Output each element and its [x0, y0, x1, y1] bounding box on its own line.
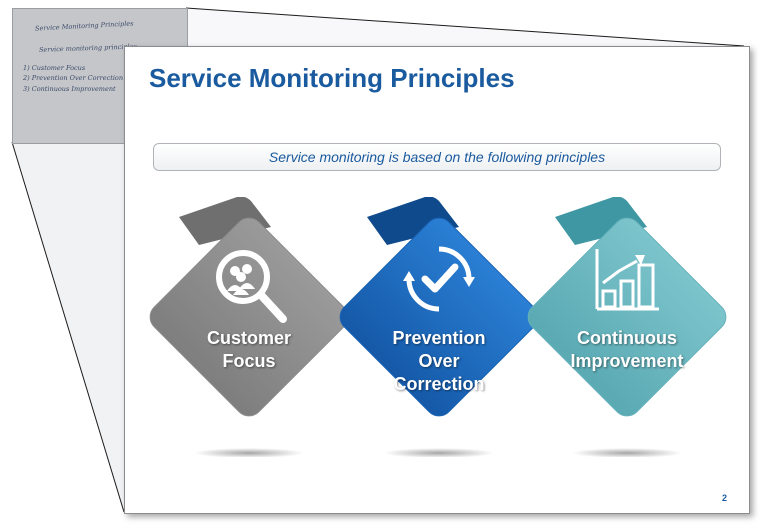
principle-label-prevention-over-correction: Prevention Over Correction	[349, 327, 529, 396]
slide: Service Monitoring Principles Service mo…	[124, 46, 750, 514]
blue-diamond-shape	[339, 197, 539, 457]
grey-diamond-shape	[149, 197, 349, 457]
label-line: Improvement	[570, 351, 684, 371]
note-line: 1) Customer Focus	[23, 64, 86, 72]
note-line: 2) Prevention Over Correction	[23, 74, 124, 82]
principle-label-continuous-improvement: Continuous Improvement	[537, 327, 717, 373]
principle-label-customer-focus: Customer Focus	[159, 327, 339, 373]
label-line: Over	[418, 351, 460, 371]
slide-title: Service Monitoring Principles	[149, 63, 515, 93]
label-line: Continuous	[577, 328, 677, 348]
label-line: Correction	[393, 374, 485, 394]
handwritten-note-text: Service Monitoring Principles Service mo…	[13, 9, 187, 143]
page-number: 2	[721, 493, 727, 503]
bar-chart-growth-icon	[595, 249, 659, 311]
principle-card-customer-focus: Customer Focus	[129, 197, 369, 457]
note-line: 3) Continuous Improvement	[23, 85, 116, 93]
principle-card-prevention-over-correction: Prevention Over Correction	[319, 197, 559, 457]
note-line: Service Monitoring Principles	[34, 19, 134, 33]
magnifier-people-icon	[216, 250, 287, 323]
slide-subtitle: Service monitoring is based on the follo…	[268, 149, 606, 165]
circular-check-icon	[403, 246, 475, 312]
label-line: Focus	[222, 351, 276, 371]
label-line: Customer	[206, 328, 291, 348]
subtitle-banner: Service monitoring is based on the follo…	[153, 143, 721, 171]
label-line: Prevention	[392, 328, 486, 348]
teal-diamond-shape	[527, 197, 727, 457]
principle-card-continuous-improvement: Continuous Improvement	[507, 197, 747, 457]
